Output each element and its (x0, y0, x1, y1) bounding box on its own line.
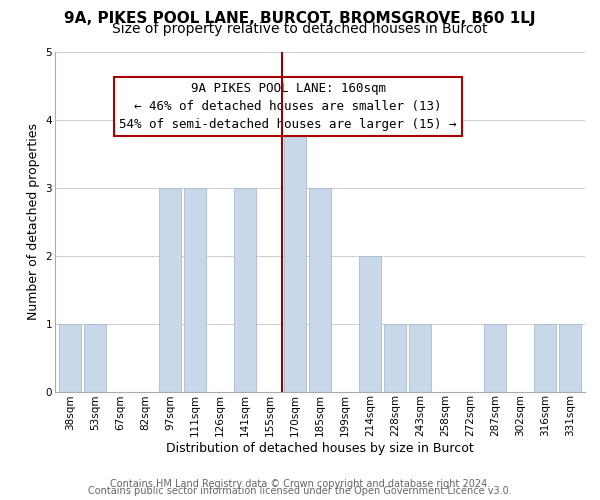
Bar (559, 324, 581, 392)
Bar (184, 188, 206, 392)
Bar (484, 324, 506, 392)
Bar (310, 188, 331, 392)
Bar (385, 324, 406, 392)
Bar (359, 256, 380, 392)
Bar (409, 324, 431, 392)
Text: Contains HM Land Registry data © Crown copyright and database right 2024.: Contains HM Land Registry data © Crown c… (110, 479, 490, 489)
Bar (59, 324, 80, 392)
Text: 9A PIKES POOL LANE: 160sqm
← 46% of detached houses are smaller (13)
54% of semi: 9A PIKES POOL LANE: 160sqm ← 46% of deta… (119, 82, 457, 131)
X-axis label: Distribution of detached houses by size in Burcot: Distribution of detached houses by size … (166, 442, 474, 455)
Bar (535, 324, 556, 392)
Bar (85, 324, 106, 392)
Bar (160, 188, 181, 392)
Text: Size of property relative to detached houses in Burcot: Size of property relative to detached ho… (112, 22, 488, 36)
Bar (284, 120, 305, 392)
Text: Contains public sector information licensed under the Open Government Licence v3: Contains public sector information licen… (88, 486, 512, 496)
Text: 9A, PIKES POOL LANE, BURCOT, BROMSGROVE, B60 1LJ: 9A, PIKES POOL LANE, BURCOT, BROMSGROVE,… (64, 11, 536, 26)
Y-axis label: Number of detached properties: Number of detached properties (27, 123, 40, 320)
Bar (235, 188, 256, 392)
